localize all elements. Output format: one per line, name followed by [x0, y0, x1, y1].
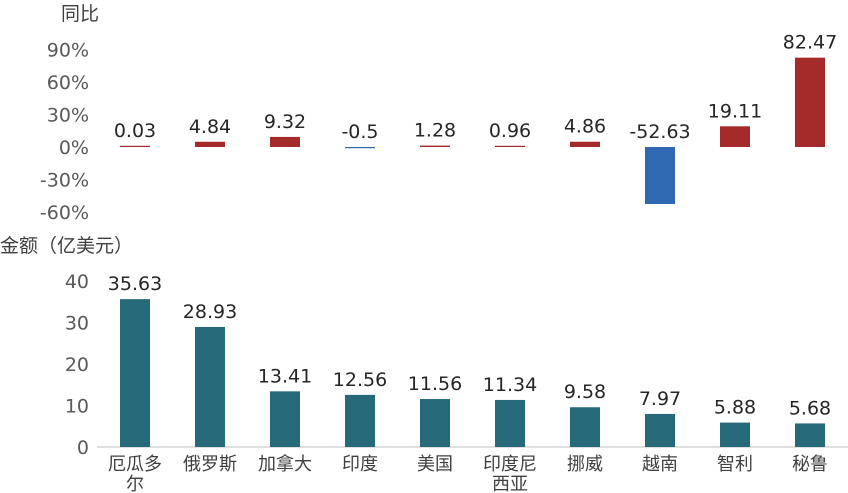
bottom-bar: [645, 413, 675, 447]
top-value-label: -52.63: [629, 121, 690, 143]
top-y-tick-label: 30%: [47, 105, 89, 127]
bottom-y-tick-label: 10: [65, 396, 89, 418]
x-category-label: 印度: [342, 454, 378, 475]
top-value-label: 0.96: [489, 120, 531, 142]
top-y-tick-label: 60%: [47, 72, 89, 94]
x-category-label: 俄罗斯: [183, 454, 237, 475]
top-value-label: -0.5: [341, 121, 378, 143]
bottom-value-label: 13.41: [258, 365, 312, 387]
top-y-tick-label: -30%: [40, 170, 89, 192]
bottom-y-axis-title: 金额（亿美元）: [0, 235, 133, 257]
bottom-value-label: 11.34: [483, 374, 537, 396]
bottom-bar: [495, 399, 525, 447]
top-value-label: 9.32: [264, 111, 306, 133]
x-category-label-line: 尔: [126, 474, 144, 493]
top-value-label: 4.86: [564, 116, 606, 138]
top-bar: [495, 145, 525, 147]
bottom-value-label: 35.63: [108, 273, 162, 295]
x-category-label: 厄瓜多尔: [108, 454, 162, 493]
bottom-bar: [270, 391, 300, 447]
x-category-label-line: 俄罗斯: [183, 454, 237, 475]
bottom-bar: [795, 423, 825, 447]
top-y-axis-title: 同比: [61, 3, 99, 25]
top-bar: [120, 145, 150, 147]
top-value-label: 19.11: [708, 100, 762, 122]
x-category-label: 加拿大: [258, 453, 312, 475]
top-value-label: 82.47: [783, 32, 837, 54]
bottom-bar: [570, 407, 600, 447]
x-category-label-line: 印度尼: [483, 454, 537, 475]
x-category-label: 印度尼西亚: [483, 454, 537, 493]
bottom-bar: [420, 399, 450, 447]
x-category-label-line: 印度: [342, 454, 378, 475]
bottom-bar: [720, 422, 750, 447]
x-category-label-line: 西亚: [492, 474, 528, 493]
x-category-label-line: 智利: [717, 454, 753, 475]
top-y-tick-label: 90%: [47, 40, 89, 62]
x-category-label-line: 厄瓜多: [108, 454, 162, 475]
x-category-label: 美国: [417, 454, 453, 475]
bottom-bar: [345, 394, 375, 447]
bottom-value-label: 5.68: [789, 397, 831, 419]
bottom-y-tick-label: 0: [77, 437, 89, 459]
bottom-y-tick-label: 20: [65, 354, 89, 376]
x-category-label-line: 加拿大: [258, 453, 312, 475]
top-bar: [570, 141, 600, 147]
x-category-label-line: 越南: [642, 454, 678, 475]
top-bar: [795, 57, 825, 147]
top-bar: [270, 136, 300, 147]
top-y-tick-label: -60%: [40, 202, 89, 224]
x-category-label-line: 美国: [417, 454, 453, 475]
top-value-label: 4.84: [189, 116, 231, 138]
x-category-label-line: 秘鲁: [792, 454, 828, 475]
x-category-label-line: 挪威: [567, 454, 603, 475]
bottom-bar: [195, 326, 225, 447]
bottom-y-tick-label: 30: [65, 313, 89, 335]
x-category-label: 秘鲁: [792, 454, 828, 475]
top-bar: [195, 141, 225, 147]
top-bar: [720, 126, 750, 147]
bottom-bar: [120, 299, 150, 447]
x-category-label: 智利: [717, 454, 753, 475]
top-bar: [345, 147, 375, 149]
x-category-label: 越南: [642, 454, 678, 475]
bottom-value-label: 11.56: [408, 373, 462, 395]
top-value-label: 1.28: [414, 120, 456, 142]
bottom-value-label: 28.93: [183, 301, 237, 323]
bottom-y-tick-label: 40: [65, 271, 89, 293]
top-value-label: 0.03: [114, 120, 156, 142]
top-bar: [420, 145, 450, 147]
bottom-value-label: 5.88: [714, 397, 756, 419]
bottom-value-label: 9.58: [564, 381, 606, 403]
top-bar: [645, 147, 675, 205]
bottom-value-label: 12.56: [333, 369, 387, 391]
top-y-tick-label: 0%: [59, 137, 89, 159]
bottom-value-label: 7.97: [639, 388, 681, 410]
x-category-label: 挪威: [567, 454, 603, 475]
